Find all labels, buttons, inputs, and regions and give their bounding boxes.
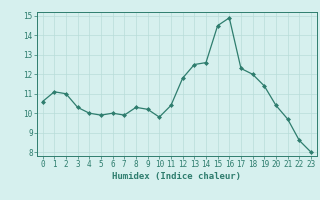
X-axis label: Humidex (Indice chaleur): Humidex (Indice chaleur) <box>112 172 241 181</box>
